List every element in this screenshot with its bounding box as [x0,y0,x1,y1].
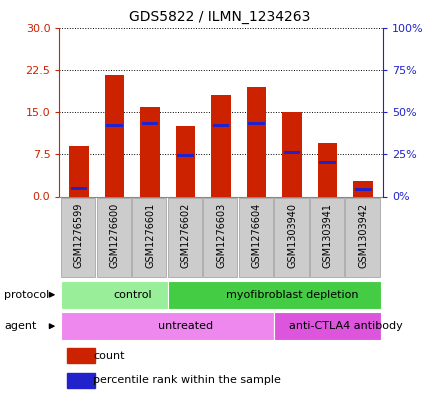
Bar [71,187,87,189]
Text: GSM1276603: GSM1276603 [216,203,226,268]
Bar [105,75,124,196]
Bar [355,188,371,191]
FancyBboxPatch shape [61,281,168,309]
Bar [247,86,266,196]
Text: GSM1276604: GSM1276604 [252,203,262,268]
FancyBboxPatch shape [203,198,238,277]
FancyBboxPatch shape [61,312,275,340]
Bar [176,126,195,196]
Text: GDS5822 / ILMN_1234263: GDS5822 / ILMN_1234263 [129,10,311,24]
Text: protocol: protocol [4,290,50,300]
FancyBboxPatch shape [310,198,344,277]
Text: anti-CTLA4 antibody: anti-CTLA4 antibody [289,321,402,331]
Text: GSM1276600: GSM1276600 [110,203,120,268]
FancyBboxPatch shape [61,198,95,277]
Bar [282,112,302,196]
Bar [211,95,231,196]
Text: GSM1276599: GSM1276599 [74,203,84,268]
Bar [284,151,301,154]
Bar [177,154,194,158]
Text: GSM1303941: GSM1303941 [323,203,333,268]
Text: GSM1276601: GSM1276601 [145,203,155,268]
Bar [318,143,337,196]
Bar [248,122,265,125]
Bar [353,181,373,196]
Text: untreated: untreated [158,321,213,331]
Text: count: count [93,351,125,361]
Bar [319,161,336,164]
Bar [142,122,158,125]
Text: agent: agent [4,321,37,331]
Bar [140,108,160,196]
Bar [67,373,95,388]
Text: GSM1303942: GSM1303942 [358,203,368,268]
FancyBboxPatch shape [168,281,381,309]
Bar [106,124,123,127]
FancyBboxPatch shape [168,198,202,277]
FancyBboxPatch shape [275,312,381,340]
FancyBboxPatch shape [275,198,308,277]
Text: GSM1303940: GSM1303940 [287,203,297,268]
FancyBboxPatch shape [132,198,166,277]
Bar [213,124,229,127]
Text: percentile rank within the sample: percentile rank within the sample [93,375,281,385]
FancyBboxPatch shape [239,198,273,277]
FancyBboxPatch shape [97,198,131,277]
FancyBboxPatch shape [345,198,380,277]
Text: control: control [113,290,151,300]
Bar [69,146,89,196]
Text: myofibroblast depletion: myofibroblast depletion [226,290,359,300]
Text: GSM1276602: GSM1276602 [180,203,191,268]
Bar [67,348,95,364]
